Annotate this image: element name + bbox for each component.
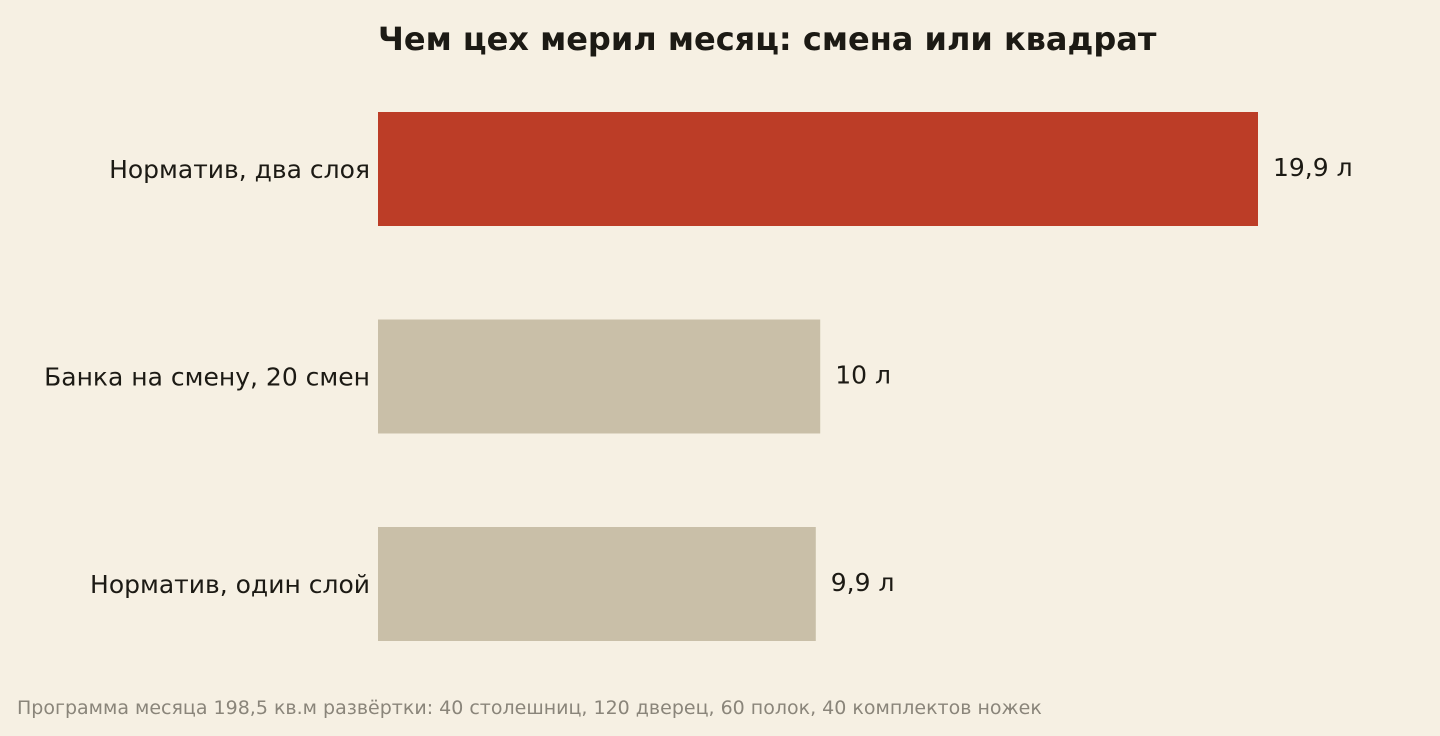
value-label-1: 19,9 л (1273, 153, 1353, 182)
value-label-2: 10 л (835, 361, 891, 390)
bar-1 (378, 112, 1258, 226)
category-label-2: Банка на смену, 20 смен (44, 363, 370, 392)
bar-3 (378, 527, 816, 641)
category-label-1: Норматив, два слоя (109, 155, 370, 184)
bars-group: Норматив, два слоя 19,9 л Банка на смену, … (44, 112, 1353, 641)
chart-title: Чем цех мерил месяц: смена или квадрат (378, 20, 1157, 58)
chart-footnote: Программа месяца 198,5 кв.м развёртки: 4… (17, 697, 1042, 719)
bar-2 (378, 319, 821, 434)
value-label-3: 9,9 л (831, 568, 895, 597)
category-label-3: Норматив, один слой (90, 570, 370, 599)
